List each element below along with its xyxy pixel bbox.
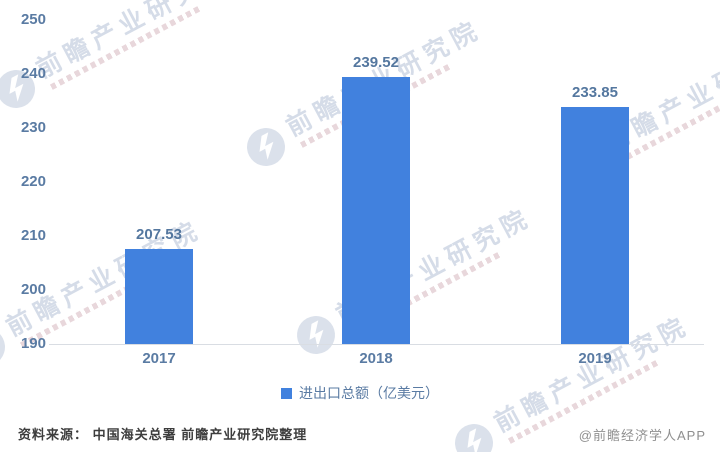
x-axis-line — [49, 344, 704, 345]
y-axis-tick-label: 200 — [20, 281, 46, 298]
bar — [561, 107, 629, 344]
forward-logo-icon — [240, 121, 292, 173]
bar — [342, 76, 410, 344]
y-axis-tick-label: 220 — [20, 173, 46, 190]
bar-value-label: 207.53 — [136, 226, 182, 244]
legend-label: 进出口总额（亿美元） — [299, 385, 439, 401]
y-axis-tick-label: 240 — [20, 65, 46, 82]
x-axis-label: 2019 — [578, 350, 612, 367]
watermark-subtext-decoration — [49, 4, 203, 90]
watermark-text: 前瞻产业研究院 — [31, 0, 237, 84]
forward-logo-icon — [448, 417, 500, 452]
legend-marker-icon — [281, 387, 292, 399]
bar — [125, 249, 193, 344]
y-axis-tick-label: 250 — [20, 11, 46, 28]
y-axis-tick-label: 210 — [20, 227, 46, 244]
legend: 进出口总额（亿美元） — [0, 383, 720, 403]
y-axis-tick-label: 230 — [20, 119, 46, 136]
bar-value-label: 233.85 — [572, 84, 618, 102]
credit-text: @前瞻经济学人APP — [578, 428, 706, 443]
watermark: 前瞻产业研究院 — [290, 203, 541, 361]
x-axis-label: 2018 — [359, 350, 393, 367]
x-axis-label: 2017 — [142, 350, 176, 367]
bar-value-label: 239.52 — [353, 53, 399, 71]
y-axis-tick-label: 190 — [20, 335, 46, 352]
source-text: 资料来源： 中国海关总署 前瞻产业研究院整理 — [18, 427, 308, 442]
